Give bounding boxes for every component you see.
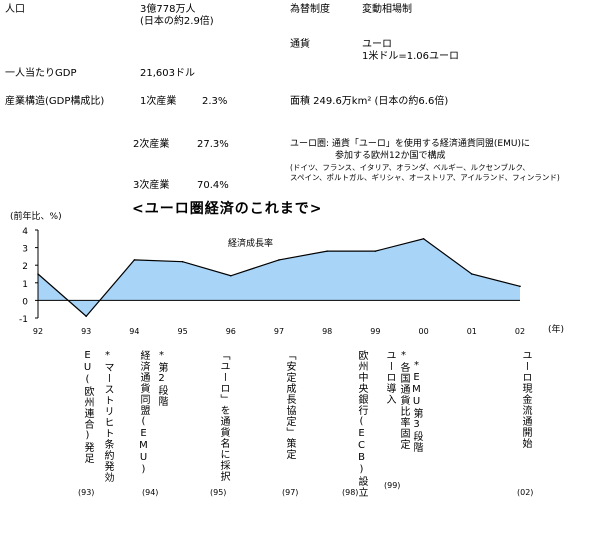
x-tick-label: 95 (178, 327, 188, 336)
y-tick-label: 0 (22, 297, 28, 307)
industry-1-value: 2.3% (202, 96, 228, 107)
industry-1-label: 1次産業 (140, 96, 177, 107)
y-axis-label: (前年比、%) (10, 212, 62, 222)
currency-label: 通貨 (290, 39, 310, 50)
event-text: ユーロ導入 (384, 350, 395, 405)
x-tick-label: 96 (226, 327, 236, 336)
event-text: EU(欧州連合)発足 (82, 350, 93, 464)
event-year: (02) (517, 488, 534, 497)
series-label: 経済成長率 (228, 237, 273, 249)
event-year: (97) (282, 488, 299, 497)
event-text: 「ユーロ」を通貨名に採択 (218, 350, 229, 482)
event-star-note-2: *EMU第3段階 (411, 360, 422, 453)
x-tick-label: 99 (370, 327, 380, 336)
event-star-note: *各国通貨比率固定 (398, 350, 409, 450)
event-text: ユーロ現金流通開始 (520, 350, 531, 449)
population-value: 3億778万人 (140, 4, 196, 15)
event-year: (95) (210, 488, 227, 497)
x-tick-label: 93 (81, 327, 91, 336)
industry-3-label: 3次産業 (133, 180, 170, 191)
event-text: 経済通貨同盟(EMU) (138, 350, 149, 476)
x-tick-label: 00 (419, 327, 429, 336)
growth-point (374, 250, 377, 252)
growth-point (278, 259, 280, 261)
growth-area-fill (38, 238, 520, 317)
gdp-per-capita-label: 一人当たりGDP (5, 68, 77, 79)
x-tick-label: 94 (129, 327, 139, 336)
x-axis-label: (年) (548, 325, 565, 335)
event-year: (94) (142, 488, 159, 497)
y-tick-label: 3 (22, 245, 28, 255)
event-year: (93) (78, 488, 95, 497)
growth-point (181, 260, 184, 263)
euro-area-line-4: スペイン、ポルトガル、ギリシャ、オーストリア、アイルランド、フィンランド) (290, 173, 560, 182)
event-text: 欧州中央銀行(ECB)設立 (356, 350, 367, 498)
y-tick-label: -1 (19, 315, 28, 325)
event-text: 「安定成長協定」策定 (284, 350, 295, 460)
fx-value: 変動相場制 (362, 4, 412, 15)
x-tick-label: 98 (322, 327, 332, 336)
y-tick-label: 4 (22, 227, 28, 237)
growth-point (230, 274, 232, 277)
fx-label: 為替制度 (290, 4, 330, 15)
x-tick-label: 92 (33, 327, 43, 336)
growth-point (85, 315, 87, 318)
population-label: 人口 (5, 4, 25, 15)
population-note: (日本の約2.9倍) (140, 16, 214, 27)
y-tick-label: 1 (22, 280, 28, 290)
growth-point (519, 285, 521, 288)
growth-point (471, 273, 473, 275)
industry-2-label: 2次産業 (133, 139, 170, 150)
growth-point (133, 259, 136, 261)
event-year: (98) (342, 488, 359, 497)
x-tick-label: 02 (515, 327, 525, 336)
x-tick-label: 97 (274, 327, 284, 336)
area-text: 面積 249.6万km² (日本の約6.6倍) (290, 96, 449, 107)
event-star-note: *マーストリヒト条約発効 (102, 350, 113, 483)
event-year: (99) (384, 481, 401, 490)
event-star-note: *第2段階 (156, 350, 167, 407)
growth-point (326, 250, 329, 252)
growth-point (422, 238, 425, 240)
gdp-per-capita-value: 21,603ドル (140, 68, 195, 79)
euro-area-line-1: ユーロ圏: 通貨「ユーロ」を使用する経済通貨同盟(EMU)に (290, 139, 530, 149)
chart-title: <ユーロ圏経済のこれまで> (132, 201, 323, 217)
euro-area-line-3: (ドイツ、フランス、イタリア、オランダ、ベルギー、ルクセンブルク、 (290, 163, 530, 172)
euro-area-line-2: 参加する欧州12か国で構成 (335, 151, 446, 161)
growth-point (37, 273, 39, 275)
industry-label: 産業構造(GDP構成比) (5, 96, 105, 107)
x-tick-label: 01 (467, 327, 477, 336)
industry-3-value: 70.4% (197, 180, 229, 191)
industry-2-value: 27.3% (197, 139, 229, 150)
currency-value: ユーロ (362, 39, 392, 50)
y-tick-label: 2 (22, 262, 28, 272)
currency-rate: 1米ドル=1.06ユーロ (362, 51, 460, 62)
